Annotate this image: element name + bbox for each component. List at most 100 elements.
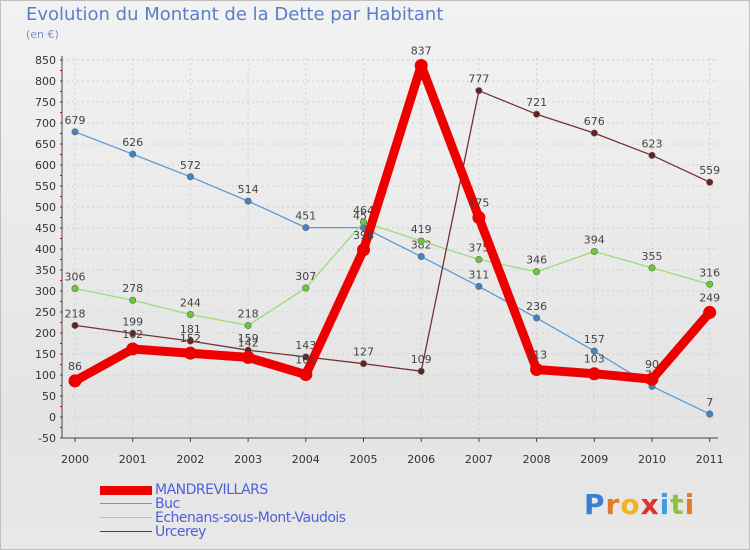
data-label: 181 — [180, 323, 201, 336]
data-point — [68, 374, 82, 388]
data-point — [299, 368, 313, 382]
x-tick-label: 2002 — [176, 453, 204, 466]
data-label: 676 — [584, 115, 605, 128]
data-label: 127 — [353, 346, 374, 359]
data-point — [417, 237, 425, 245]
y-tick-label: 500 — [35, 201, 56, 214]
data-label: 90 — [645, 358, 659, 371]
data-label: 306 — [65, 270, 86, 283]
series-line-urcerey — [74, 90, 711, 372]
y-tick-label: 100 — [35, 369, 56, 382]
data-label: 398 — [353, 229, 374, 242]
data-point — [533, 314, 541, 322]
data-label: 159 — [238, 332, 259, 345]
data-point — [129, 329, 137, 337]
logo-letter: i — [659, 488, 671, 521]
data-label: 7 — [706, 396, 713, 409]
data-point — [71, 284, 79, 292]
data-point — [530, 363, 544, 377]
x-tick-label: 2007 — [465, 453, 493, 466]
data-label: 113 — [526, 349, 547, 362]
data-point — [186, 337, 194, 345]
data-label: 109 — [411, 353, 432, 366]
data-label: 316 — [699, 266, 720, 279]
data-label: 626 — [122, 136, 143, 149]
y-tick-label: 300 — [35, 285, 56, 298]
logo-letter: o — [620, 488, 641, 521]
y-tick-label: 550 — [35, 180, 56, 193]
logo-letter: t — [670, 488, 685, 521]
y-tick-label: 200 — [35, 327, 56, 340]
data-label: 307 — [295, 270, 316, 283]
data-point — [414, 58, 428, 72]
data-point — [417, 367, 425, 375]
series-line-mandrevillars — [70, 61, 715, 386]
data-label: 394 — [584, 234, 605, 247]
data-point — [71, 128, 79, 136]
data-point — [475, 282, 483, 290]
data-point — [590, 248, 598, 256]
x-tick-label: 2006 — [407, 453, 435, 466]
y-tick-label: 350 — [35, 264, 56, 277]
data-label: 514 — [238, 183, 259, 196]
legend-swatch-echenans — [100, 517, 152, 518]
y-tick-label: 0 — [49, 411, 56, 424]
legend-swatch-buc — [100, 503, 152, 504]
legend-label-buc: Buc — [155, 496, 180, 512]
legend-label-urcerey: Urcerey — [155, 524, 206, 540]
x-tick-label: 2009 — [580, 453, 608, 466]
data-label: 311 — [468, 268, 489, 281]
y-tick-label: 600 — [35, 159, 56, 172]
y-tick-label: 450 — [35, 222, 56, 235]
y-tick-label: 650 — [35, 138, 56, 151]
data-label: 86 — [68, 360, 82, 373]
logo-letter: P — [584, 488, 606, 521]
data-point — [533, 268, 541, 276]
data-point — [357, 243, 370, 257]
data-label: 475 — [468, 197, 489, 210]
data-label: 623 — [642, 137, 663, 150]
x-tick-label: 2010 — [638, 453, 666, 466]
y-tick-label: 850 — [35, 54, 56, 67]
legend-label-mandrevillars: MANDREVILLARS — [155, 482, 268, 498]
x-tick-label: 2000 — [61, 453, 89, 466]
data-point — [475, 255, 483, 263]
x-tick-label: 2005 — [350, 453, 378, 466]
data-point — [186, 311, 194, 319]
data-label: 382 — [411, 239, 432, 252]
data-point — [472, 211, 486, 224]
data-label: 451 — [295, 210, 316, 223]
y-tick-label: 800 — [35, 75, 56, 88]
data-label: 142 — [238, 336, 259, 349]
data-point — [703, 305, 717, 319]
data-point — [417, 253, 425, 261]
y-tick-label: 150 — [35, 348, 56, 361]
data-point — [186, 173, 194, 181]
data-label: 162 — [122, 328, 143, 341]
data-point — [590, 347, 598, 355]
data-point — [302, 224, 310, 232]
data-label: 236 — [526, 300, 547, 313]
data-label: 249 — [699, 291, 720, 304]
data-label: 101 — [295, 354, 316, 367]
y-tick-label: 700 — [35, 117, 56, 130]
data-label: 346 — [526, 254, 547, 267]
data-label: 143 — [295, 339, 316, 352]
chart-unit-label: (en €) — [26, 28, 59, 41]
data-label: 559 — [699, 164, 720, 177]
logo-letter: x — [640, 488, 660, 521]
data-label: 278 — [122, 282, 143, 295]
logo-letter: r — [605, 488, 621, 521]
data-point — [359, 218, 367, 226]
data-label: 152 — [180, 332, 201, 345]
data-point — [359, 360, 367, 368]
legend-label-echenans: Echenans-sous-Mont-Vaudois — [155, 510, 346, 526]
y-tick-label: 250 — [35, 306, 56, 319]
data-point — [648, 151, 656, 159]
chart-title: Evolution du Montant de la Dette par Hab… — [26, 4, 444, 25]
y-tick-label: 750 — [35, 96, 56, 109]
x-tick-label: 2001 — [119, 453, 147, 466]
series-line-buc — [74, 131, 711, 415]
